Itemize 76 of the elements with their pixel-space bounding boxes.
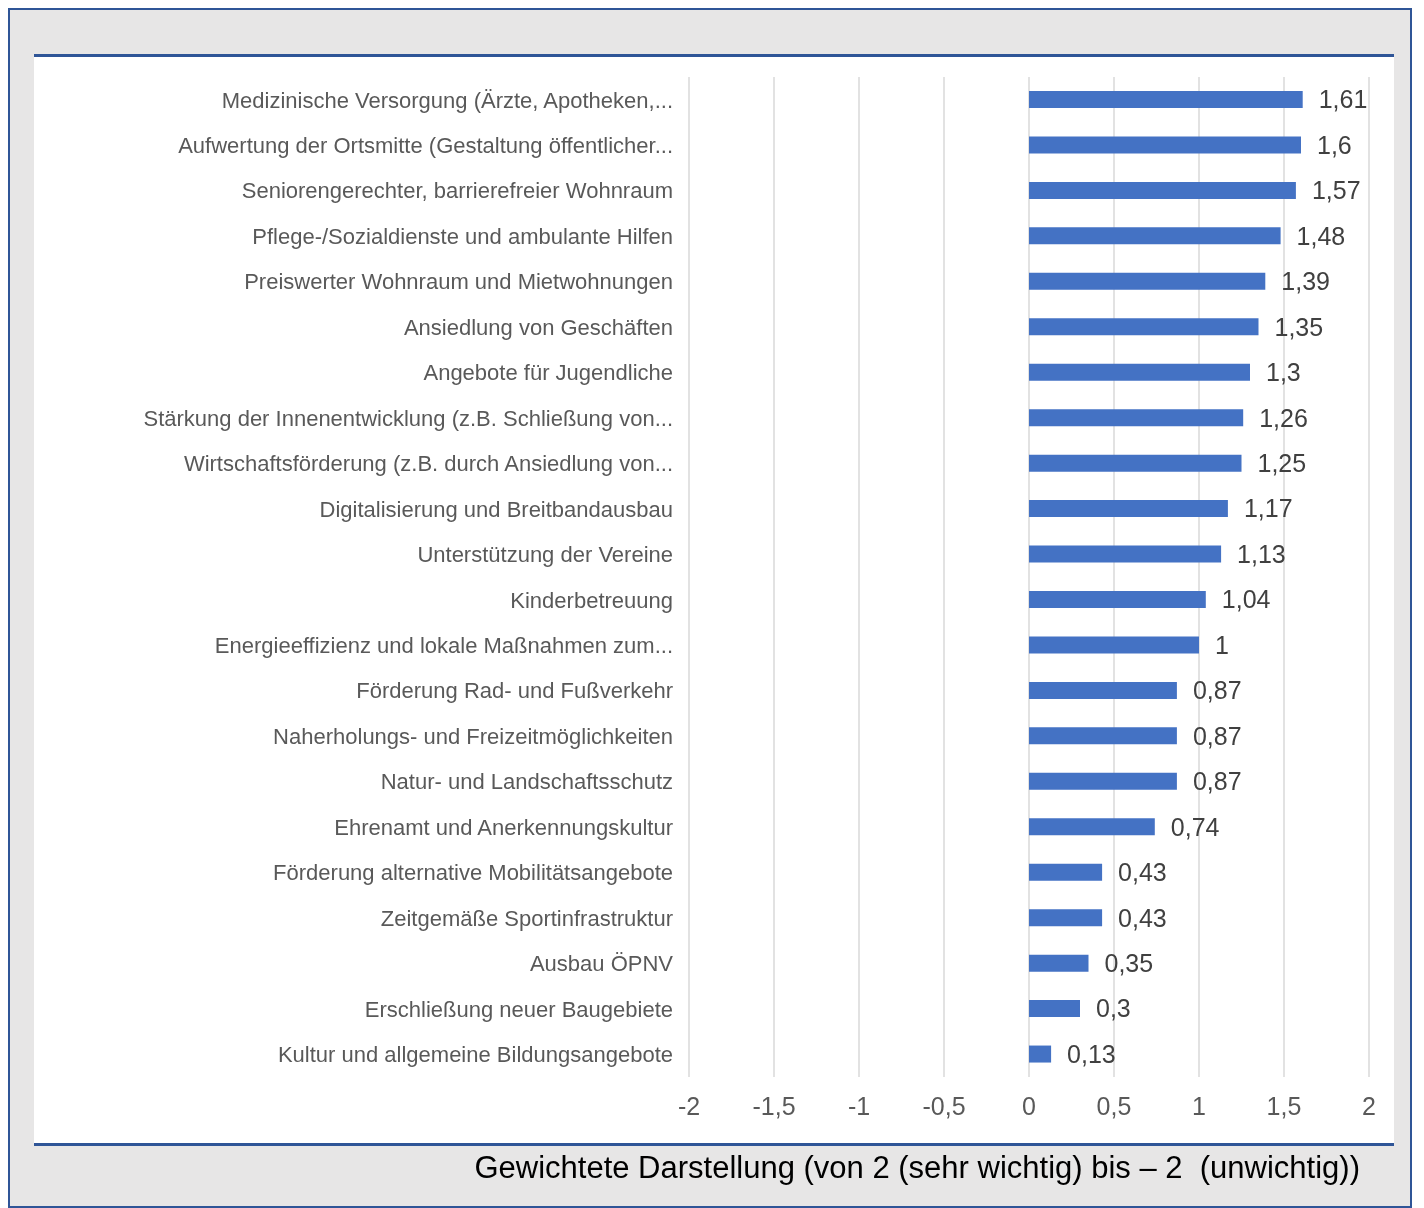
bar [1029, 272, 1266, 290]
bar [1029, 500, 1228, 518]
y-tick-label: Stärkung der Innenentwicklung (z.B. Schließung von... [143, 405, 673, 431]
bar [1029, 818, 1155, 836]
data-label: 1,48 [1296, 221, 1346, 250]
bar [1029, 136, 1301, 154]
data-label: 1,26 [1259, 403, 1308, 432]
y-tick-label: Preiswerter Wohnraum und Mietwohnungen [244, 269, 673, 295]
y-tick-label: Zeitgemäße Sportinfrastruktur [380, 905, 673, 931]
data-label: 1,13 [1237, 539, 1286, 568]
bar [1029, 91, 1303, 108]
data-label: 1,35 [1274, 312, 1324, 341]
data-label: 0,87 [1192, 676, 1242, 705]
x-tick-label: -0,5 [922, 1091, 966, 1120]
x-tick-label: 0 [1022, 1091, 1036, 1120]
bar [1029, 227, 1281, 245]
x-axis-title: Gewichtete Darstellung (von 2 (sehr wichtig) bis – 2 (unwichtig)) [474, 1150, 1360, 1186]
bar [1029, 363, 1250, 381]
y-tick-label: Kultur und allgemeine Bildungsangebote [277, 1042, 673, 1068]
bar [1029, 863, 1103, 881]
bar [1029, 545, 1222, 563]
data-label: 0,87 [1192, 721, 1242, 750]
x-tick-label: 0,5 [1096, 1091, 1132, 1120]
bar [1029, 772, 1177, 790]
y-tick-label: Energieeffizienz und lokale Maßnahmen zum... [214, 632, 673, 658]
bar [1029, 409, 1244, 427]
data-label: 1,3 [1266, 358, 1301, 387]
x-tick-label: 2 [1362, 1091, 1376, 1120]
y-tick-label: Förderung Rad- und Fußverkehr [356, 678, 673, 704]
bar [1029, 1045, 1052, 1063]
x-tick-label: -1,5 [752, 1091, 796, 1120]
bar [1029, 454, 1242, 472]
y-tick-label: Erschließung neuer Baugebiete [364, 996, 673, 1022]
data-label: 0,35 [1104, 949, 1154, 978]
y-tick-label: Aufwertung der Ortsmitte (Gestaltung öffentlicher... [178, 132, 673, 158]
bar [1029, 181, 1296, 199]
y-tick-label: Ausbau ÖPNV [529, 951, 674, 977]
y-tick-label: Förderung alternative Mobilitätsangebote [273, 860, 673, 886]
bar [1029, 909, 1103, 927]
y-tick-label: Digitalisierung und Breitbandausbau [319, 496, 673, 522]
y-tick-label: Ehrenamt und Anerkennungskultur [334, 814, 673, 840]
data-label: 0,87 [1192, 767, 1242, 796]
data-label: 0,3 [1096, 994, 1131, 1023]
y-tick-label: Wirtschaftsförderung (z.B. durch Ansiedlung von... [183, 451, 673, 477]
x-tick-label: -1 [847, 1091, 871, 1120]
data-label: 0,13 [1067, 1039, 1116, 1068]
y-tick-label: Medizinische Versorgung (Ärzte, Apotheken,... [221, 87, 673, 113]
x-tick-label: 1,5 [1266, 1091, 1302, 1120]
data-label: 0,43 [1118, 903, 1167, 932]
data-label: 1 [1215, 630, 1229, 659]
bar [1029, 954, 1089, 972]
data-label: 1,25 [1257, 449, 1307, 478]
data-label: 1,6 [1317, 130, 1352, 159]
bar [1029, 727, 1177, 745]
y-tick-label: Angebote für Jugendliche [423, 360, 673, 386]
data-label: 1,57 [1311, 176, 1361, 205]
bar [1029, 681, 1177, 699]
bar [1029, 591, 1206, 608]
bar [1029, 636, 1199, 654]
data-label: 0,43 [1118, 858, 1167, 887]
data-label: 1,61 [1318, 85, 1368, 114]
bar [1029, 1000, 1080, 1018]
y-tick-label: Seniorengerechter, barrierefreier Wohnraum [241, 178, 673, 204]
data-label: 1,17 [1243, 494, 1293, 523]
x-tick-label: -2 [677, 1091, 701, 1120]
bar [1029, 318, 1259, 336]
y-tick-label: Unterstützung der Vereine [417, 542, 673, 568]
y-tick-label: Pflege-/Sozialdienste und ambulante Hilfen [252, 223, 673, 249]
y-tick-label: Kinderbetreuung [510, 587, 673, 613]
data-label: 1,04 [1221, 585, 1271, 614]
data-label: 0,74 [1170, 812, 1220, 841]
x-tick-label: 1 [1192, 1091, 1206, 1120]
y-tick-label: Ansiedlung von Geschäften [403, 314, 673, 340]
y-tick-label: Naherholungs- und Freizeitmöglichkeiten [273, 723, 673, 749]
data-label: 1,39 [1281, 267, 1330, 296]
y-tick-label: Natur- und Landschaftsschutz [380, 769, 673, 795]
